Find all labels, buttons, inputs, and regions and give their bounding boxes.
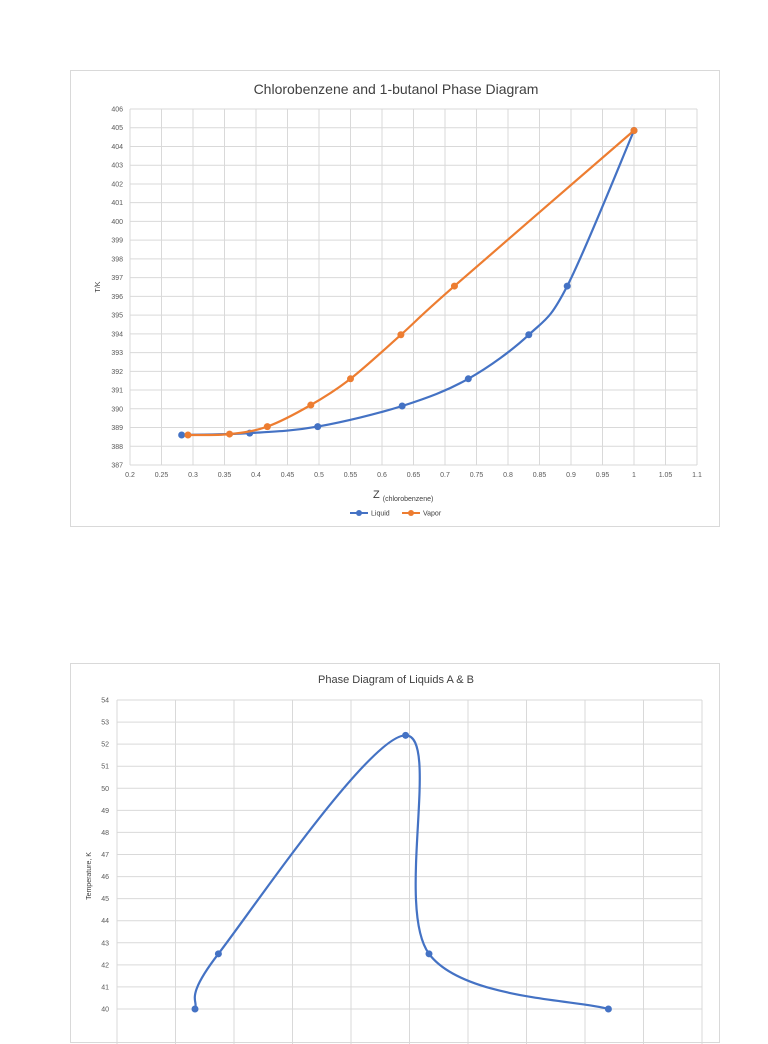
data-point-vapor: [450, 282, 458, 290]
data-point-vapor: [307, 401, 315, 409]
y-tick-label: 45: [101, 896, 109, 903]
x-axis-label: Z (chlorobenzene): [373, 489, 433, 503]
chart-title: Phase Diagram of Liquids A & B: [318, 674, 474, 686]
y-tick-label: 398: [111, 256, 123, 263]
x-tick-label: 0.25: [155, 472, 169, 479]
y-tick-label: 50: [101, 786, 109, 793]
y-tick-label: 404: [111, 144, 123, 151]
chart-title: Chlorobenzene and 1-butanol Phase Diagra…: [254, 81, 539, 97]
data-point-vapor: [263, 423, 271, 431]
x-tick-label: 0.5: [314, 472, 324, 479]
data-point-vapor: [397, 331, 405, 339]
y-tick-label: 44: [101, 918, 109, 925]
data-point-vapor: [184, 431, 192, 439]
y-tick-label: 396: [111, 294, 123, 301]
y-tick-label: 397: [111, 275, 123, 282]
x-axis-label-main: Z: [373, 489, 380, 501]
y-tick-label: 40: [101, 1007, 109, 1014]
y-tick-label: 48: [101, 830, 109, 837]
x-tick-label: 0.8: [503, 472, 513, 479]
data-point-liquid: [314, 423, 322, 431]
y-tick-label: 403: [111, 163, 123, 170]
data-point: [191, 1005, 199, 1013]
x-tick-label: 0.55: [344, 472, 358, 479]
y-tick-label: 394: [111, 331, 123, 338]
x-tick-label: 0.35: [218, 472, 232, 479]
y-tick-label: 47: [101, 852, 109, 859]
x-tick-label: 0.6: [377, 472, 387, 479]
legend-marker-vapor: [408, 510, 414, 516]
y-tick-label: 46: [101, 874, 109, 881]
y-tick-label: 390: [111, 406, 123, 413]
x-tick-label: 0.4: [251, 472, 261, 479]
x-tick-label: 0.2: [125, 472, 135, 479]
y-tick-label: 389: [111, 425, 123, 432]
data-point-liquid: [464, 375, 472, 383]
y-tick-label: 392: [111, 369, 123, 376]
data-point: [604, 1005, 612, 1013]
legend-label-liquid: Liquid: [371, 511, 390, 518]
y-tick-label: 400: [111, 219, 123, 226]
y-tick-label: 54: [101, 698, 109, 705]
data-point-liquid: [178, 431, 186, 439]
x-tick-label: 1.05: [659, 472, 673, 479]
data-point: [214, 950, 222, 958]
y-tick-label: 393: [111, 350, 123, 357]
data-point-liquid: [525, 331, 533, 339]
data-point: [402, 731, 410, 739]
chart-liquids-a-b: 40 41 42 43 44 45 46 47 48 49 50 51 52 53 54 Phase Diag…: [70, 663, 720, 1044]
data-point-liquid: [398, 402, 406, 410]
legend-marker-liquid: [356, 510, 362, 516]
chart-1-svg: 387 388 389 390 391 392 393 394 395 396 397 398 399 4…: [95, 81, 702, 518]
series-line-1: [193, 734, 609, 1011]
y-tick-label: 42: [101, 962, 109, 969]
y-tick-label: 43: [101, 940, 109, 947]
y-axis-label: Temperature, K: [86, 852, 93, 900]
x-tick-label: 0.9: [566, 472, 576, 479]
x-tick-label: 1.1: [692, 472, 702, 479]
y-tick-label: 52: [101, 742, 109, 749]
y-axis-label: T/K: [95, 281, 102, 292]
data-point-liquid: [563, 282, 571, 290]
y-tick-label: 51: [101, 764, 109, 771]
y-tick-label: 395: [111, 313, 123, 320]
y-tick-label: 391: [111, 388, 123, 395]
data-point: [425, 950, 433, 958]
data-point-vapor: [347, 375, 354, 383]
x-tick-label: 0.7: [440, 472, 450, 479]
chart-chlorobenzene-butanol: 387 388 389 390 391 392 393 394 395 396 397 398 399 4…: [70, 70, 720, 527]
x-tick-label: 0.85: [533, 472, 547, 479]
x-tick-label: 0.75: [470, 472, 484, 479]
x-tick-label: 1: [632, 472, 636, 479]
y-tick-label: 405: [111, 125, 123, 132]
x-tick-label: 0.95: [596, 472, 610, 479]
y-tick-label: 406: [111, 107, 123, 114]
y-tick-label: 388: [111, 444, 123, 451]
y-tick-label: 41: [101, 984, 109, 991]
y-tick-label: 399: [111, 238, 123, 245]
y-tick-label: 53: [101, 720, 109, 727]
y-tick-label: 401: [111, 200, 123, 207]
legend-label-vapor: Vapor: [423, 511, 442, 518]
x-tick-label: 0.65: [407, 472, 421, 479]
y-tick-label: 49: [101, 808, 109, 815]
series-line-liquid: [181, 130, 636, 437]
data-point-vapor: [630, 127, 638, 135]
chart-2-svg: 40 41 42 43 44 45 46 47 48 49 50 51 52 53 54 Phase Diag…: [86, 674, 703, 1044]
x-tick-label: 0.3: [188, 472, 198, 479]
y-tick-label: 402: [111, 181, 123, 188]
x-axis-label-sub: (chlorobenzene): [383, 496, 434, 503]
x-tick-label: 0.45: [281, 472, 295, 479]
y-tick-label: 387: [111, 463, 123, 470]
data-point-vapor: [226, 430, 234, 438]
